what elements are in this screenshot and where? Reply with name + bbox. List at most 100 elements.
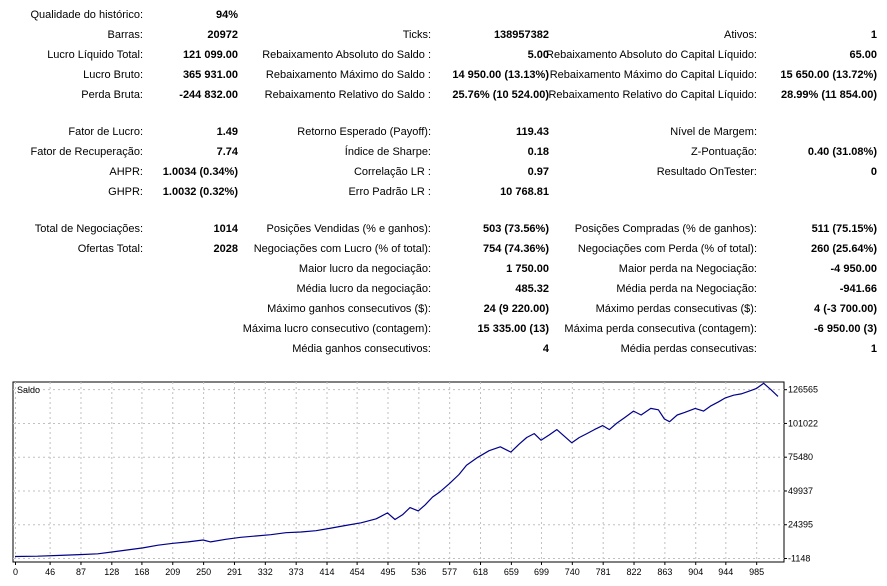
stat-label: Z-Pontuação: <box>690 146 757 158</box>
x-tick-label: 699 <box>534 567 549 577</box>
stat-value: 260 (25.64%) <box>810 243 877 255</box>
stat-value: 1.0032 (0.32%) <box>162 186 238 198</box>
stat-label: Ativos: <box>723 29 757 41</box>
stat-label: Resultado OnTester: <box>656 166 757 178</box>
balance-chart-svg: 0 46 87 128 168 209 250 291 332 373 414 454 495 536 57… <box>12 381 818 577</box>
stat-value: 1 750.00 <box>506 263 549 275</box>
stat-label: Qualidade do histórico: <box>30 9 143 21</box>
stat-label: Negociações com Perda (% of total): <box>577 243 757 255</box>
stat-value: 485.32 <box>515 283 549 295</box>
stat-label: Máxima perda consecutiva (contagem): <box>564 323 757 335</box>
stat-value: 4 <box>542 343 549 355</box>
stat-value: 1.49 <box>216 126 238 138</box>
stat-label: AHPR: <box>109 166 143 178</box>
x-tick-label: 128 <box>104 567 119 577</box>
stat-label: Fator de Recuperação: <box>30 146 143 158</box>
stat-label: Máxima lucro consecutivo (contagem): <box>242 323 431 335</box>
stat-label: Fator de Lucro: <box>68 126 143 138</box>
y-tick-label: 24395 <box>788 520 813 530</box>
stat-label: Correlação LR : <box>353 166 431 178</box>
y-tick-label: 75480 <box>788 452 813 462</box>
stat-label: Média lucro da negociação: <box>296 283 431 295</box>
stat-value: 503 (73.56%) <box>482 223 549 235</box>
x-tick-label: 373 <box>289 567 304 577</box>
stat-label: Barras: <box>107 29 143 41</box>
stat-label: Maior perda na Negociação: <box>618 263 757 275</box>
y-tick-label: 101022 <box>788 418 818 428</box>
stat-value: 24 (9 220.00) <box>483 303 549 315</box>
stat-value: -4 950.00 <box>830 263 877 275</box>
stat-value: 0.18 <box>527 146 549 158</box>
plot-frame <box>12 381 785 563</box>
x-tick-label: 332 <box>258 567 273 577</box>
stat-label: Erro Padrão LR : <box>348 186 431 198</box>
x-tick-label: 985 <box>749 567 764 577</box>
stat-label: Nível de Margem: <box>670 126 757 138</box>
stat-value: 121 099.00 <box>182 49 238 61</box>
x-tick-label: 0 <box>13 567 18 577</box>
stat-label: Perda Bruta: <box>81 89 143 101</box>
stat-label: Máximo ganhos consecutivos ($): <box>267 303 431 315</box>
stat-value: 0.40 (31.08%) <box>807 146 877 158</box>
stat-value: 10 768.81 <box>500 186 549 198</box>
stat-label: Retorno Esperado (Payoff): <box>297 126 431 138</box>
y-tick-label: -1148 <box>788 554 810 564</box>
stat-label: Rebaixamento Relativo do Saldo : <box>264 89 431 101</box>
stat-label: Maior lucro da negociação: <box>298 263 431 275</box>
stat-label: Lucro Líquido Total: <box>47 49 143 61</box>
stat-value: 4 (-3 700.00) <box>814 303 877 315</box>
stat-value: 94% <box>215 9 238 21</box>
stat-value: 1 <box>870 343 877 355</box>
y-tick-label: 49937 <box>788 486 813 496</box>
x-tick-label: 87 <box>76 567 86 577</box>
stat-label: Índice de Sharpe: <box>344 146 431 158</box>
stat-value: 28.99% (11 854.00) <box>780 89 877 101</box>
stat-label: GHPR: <box>108 186 143 198</box>
stat-value: 15 335.00 (13) <box>477 323 549 335</box>
stat-value: 1014 <box>213 223 238 235</box>
stat-value: -941.66 <box>839 283 877 295</box>
stat-label: Média ganhos consecutivos: <box>292 343 431 355</box>
x-tick-label: 822 <box>627 567 642 577</box>
x-tick-label: 454 <box>350 567 365 577</box>
stat-label: Média perdas consecutivas: <box>620 343 757 355</box>
stat-label: Média perda na Negociação: <box>616 283 757 295</box>
x-tick-label: 618 <box>473 567 488 577</box>
stat-label: Rebaixamento Absoluto do Saldo : <box>262 49 431 61</box>
stat-label: Ticks: <box>402 29 431 41</box>
balance-chart: 0 46 87 128 168 209 250 291 332 373 414 454 495 536 57… <box>0 378 887 583</box>
stat-label: Rebaixamento Absoluto do Capital Líquido… <box>546 49 757 61</box>
y-tick-label: 126565 <box>788 385 818 395</box>
stat-label: Máximo perdas consecutivas ($): <box>595 303 757 315</box>
x-tick-label: 46 <box>45 567 55 577</box>
chart-title: Saldo <box>17 385 40 395</box>
stat-label: Rebaixamento Máximo do Capital Líquido: <box>549 69 757 81</box>
x-tick-label: 291 <box>227 567 242 577</box>
x-tick-label: 209 <box>165 567 180 577</box>
stat-value: 0 <box>870 166 877 178</box>
stat-value: 2028 <box>213 243 238 255</box>
stat-label: Rebaixamento Máximo do Saldo : <box>265 69 431 81</box>
stat-label: Total de Negociações: <box>34 223 143 235</box>
x-tick-label: 414 <box>320 567 335 577</box>
x-tick-label: 250 <box>196 567 211 577</box>
balance-line <box>14 382 779 558</box>
stat-label: Rebaixamento Relativo do Capital Líquido… <box>548 89 757 101</box>
stat-value: 0.97 <box>527 166 549 178</box>
x-tick-label: 168 <box>134 567 149 577</box>
report-stats: Qualidade do histórico: 94% Barras: 20972 Ti… <box>30 9 877 355</box>
stat-value: 20972 <box>207 29 238 41</box>
x-tick-label: 577 <box>442 567 457 577</box>
x-tick-label: 863 <box>657 567 672 577</box>
stat-value: -6 950.00 (3) <box>814 323 877 335</box>
x-tick-label: 740 <box>565 567 580 577</box>
stat-value: 5.00 <box>527 49 549 61</box>
stat-value: 365 931.00 <box>182 69 238 81</box>
x-tick-label: 495 <box>380 567 395 577</box>
x-tick-label: 781 <box>596 567 611 577</box>
stat-value: 65.00 <box>849 49 877 61</box>
stat-value: 119.43 <box>515 126 549 138</box>
stat-value: 138957382 <box>493 29 549 41</box>
stat-label: Ofertas Total: <box>77 243 143 255</box>
stat-value: 1.0034 (0.34%) <box>162 166 238 178</box>
